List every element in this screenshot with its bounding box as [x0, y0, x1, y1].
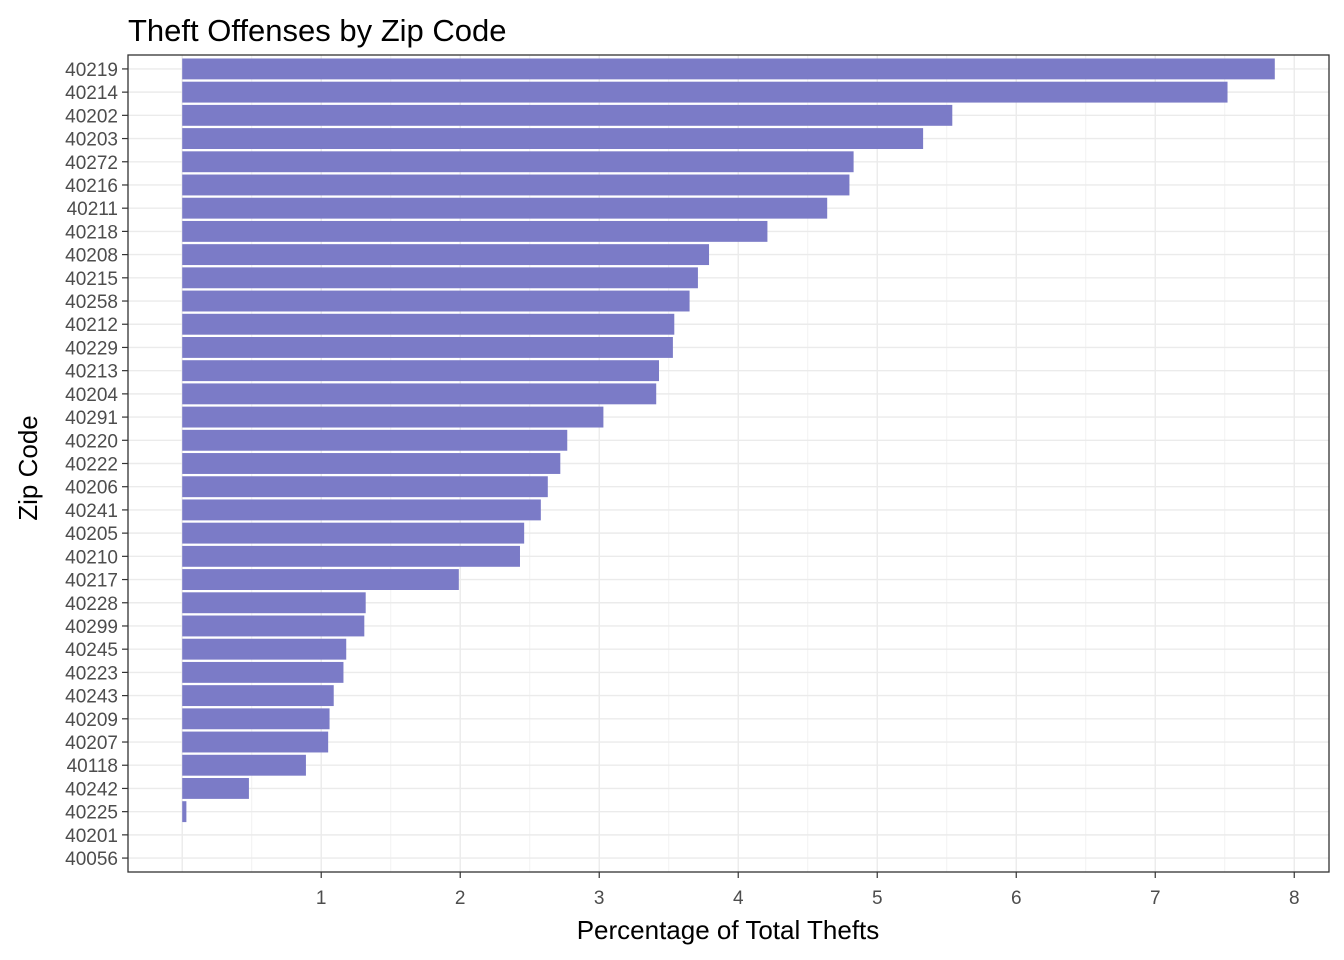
x-tick-label: 7 — [1150, 888, 1161, 909]
bar-40204 — [182, 383, 657, 405]
y-tick-label: 40220 — [65, 431, 118, 452]
y-tick-label: 40222 — [65, 455, 118, 476]
x-tick-label: 4 — [733, 888, 744, 909]
x-tick-label: 8 — [1289, 888, 1300, 909]
bar-40219 — [182, 58, 1275, 80]
chart-title: Theft Offenses by Zip Code — [128, 13, 507, 48]
bar-40258 — [182, 290, 690, 312]
bar-40243 — [182, 685, 334, 707]
x-tick-label: 1 — [316, 888, 327, 909]
bar-40217 — [182, 569, 459, 590]
bar-40208 — [182, 244, 710, 266]
y-tick-label: 40202 — [65, 106, 118, 127]
bar-40211 — [182, 197, 828, 219]
bars — [182, 58, 1275, 823]
bar-40212 — [182, 313, 675, 335]
y-tick-label: 40291 — [65, 408, 118, 429]
y-tick-label: 40211 — [67, 199, 118, 220]
bar-40229 — [182, 337, 673, 358]
bar-40209 — [182, 708, 330, 730]
x-tick-label: 5 — [872, 888, 883, 909]
y-tick-label: 40218 — [65, 222, 118, 243]
bar-40222 — [182, 453, 561, 474]
y-axis-title: Zip Code — [13, 415, 43, 521]
x-axis: 1 2 3 4 5 6 7 8 — [316, 872, 1300, 909]
y-tick-label: 40208 — [65, 246, 118, 267]
bar-40272 — [182, 151, 854, 173]
x-tick-label: 3 — [594, 888, 605, 909]
bar-40206 — [182, 476, 548, 498]
bar-40207 — [182, 731, 329, 753]
y-tick-label: 40203 — [65, 130, 118, 151]
y-tick-label: 40243 — [65, 687, 118, 708]
y-tick-label: 40210 — [65, 547, 118, 568]
bar-40225 — [182, 801, 187, 823]
y-tick-label: 40225 — [65, 803, 118, 824]
bar-40214 — [182, 81, 1228, 103]
bar-40210 — [182, 545, 520, 567]
y-tick-label: 40207 — [65, 733, 118, 754]
y-tick-label: 40205 — [65, 524, 118, 545]
y-tick-label: 40241 — [65, 501, 118, 522]
bar-40218 — [182, 220, 768, 242]
bar-40242 — [182, 777, 249, 799]
y-tick-label: 40228 — [65, 594, 118, 615]
y-tick-label: 40223 — [65, 663, 118, 684]
y-tick-label: 40216 — [65, 176, 118, 197]
bar-40205 — [182, 522, 525, 544]
y-tick-label: 40242 — [65, 779, 118, 800]
bar-40213 — [182, 360, 659, 382]
x-tick-label: 6 — [1011, 888, 1022, 909]
bar-40118 — [182, 754, 306, 776]
y-tick-label: 40204 — [65, 385, 118, 406]
y-tick-label: 40217 — [65, 571, 118, 592]
y-tick-label: 40213 — [65, 362, 118, 383]
y-tick-label: 40219 — [65, 60, 118, 81]
bar-40245 — [182, 638, 347, 660]
bar-40202 — [182, 104, 953, 126]
bar-40291 — [182, 406, 604, 428]
y-tick-label: 40206 — [65, 478, 118, 499]
y-tick-label: 40258 — [65, 292, 118, 313]
y-tick-label: 40272 — [65, 153, 118, 174]
y-tick-label: 40214 — [65, 83, 118, 104]
bar-40220 — [182, 429, 568, 451]
y-tick-label: 40056 — [65, 849, 118, 870]
y-tick-label: 40215 — [65, 269, 118, 290]
y-tick-label: 40201 — [65, 826, 118, 847]
y-tick-label: 40212 — [65, 315, 118, 336]
x-tick-label: 2 — [455, 888, 466, 909]
bar-40215 — [182, 267, 698, 289]
x-axis-title: Percentage of Total Thefts — [577, 915, 880, 945]
bar-40228 — [182, 592, 366, 614]
bar-40216 — [182, 174, 850, 196]
y-tick-label: 40245 — [65, 640, 118, 661]
y-tick-label: 40229 — [65, 338, 118, 359]
bar-40223 — [182, 661, 344, 683]
y-tick-label: 40209 — [65, 710, 118, 731]
y-tick-label: 40118 — [67, 756, 118, 777]
y-tick-label: 40299 — [65, 617, 118, 638]
bar-40241 — [182, 499, 541, 521]
bar-40299 — [182, 615, 365, 637]
bar-40203 — [182, 128, 924, 150]
